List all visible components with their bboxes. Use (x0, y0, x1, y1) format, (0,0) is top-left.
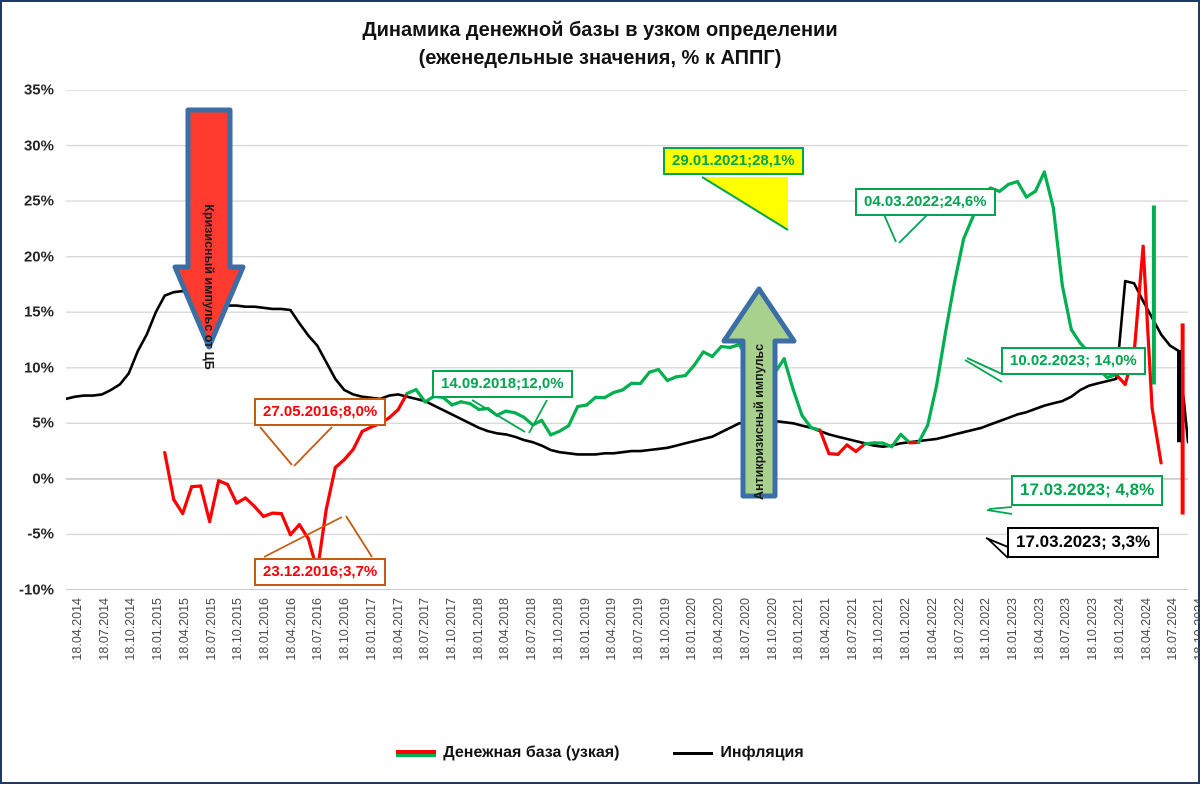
x-axis-tick-label: 18.01.2023 (1005, 598, 1019, 661)
callout-2018-09-14: 14.09.2018;12,0% (432, 370, 573, 398)
legend-item[interactable]: Денежная база (узкая) (396, 744, 619, 762)
x-axis-tick-label: 18.07.2020 (738, 598, 752, 661)
x-axis-tick-label: 18.10.2019 (658, 598, 672, 661)
y-axis-tick-label: 0% (2, 470, 54, 487)
x-axis-tick-label: 18.07.2023 (1058, 598, 1072, 661)
x-axis-tick-label: 18.04.2022 (925, 598, 939, 661)
x-axis-tick-label: 18.10.2017 (444, 598, 458, 661)
y-axis-tick-label: 10% (2, 359, 54, 376)
x-axis-tick-label: 18.10.2016 (337, 598, 351, 661)
x-axis-tick-label: 18.01.2022 (898, 598, 912, 661)
y-axis-tick-label: 35% (2, 82, 54, 99)
x-axis-tick-label: 18.01.2017 (364, 598, 378, 661)
x-axis-tick-label: 18.04.2020 (711, 598, 725, 661)
x-axis-tick-label: 18.04.2016 (284, 598, 298, 661)
legend-item[interactable]: Инфляция (673, 744, 803, 762)
x-axis-tick-label: 18.07.2015 (204, 598, 218, 661)
x-axis-tick-label: 18.04.2015 (177, 598, 191, 661)
x-axis-tick-label: 18.07.2024 (1165, 598, 1179, 661)
x-axis-tick-label: 18.01.2016 (257, 598, 271, 661)
x-axis-tick-label: 18.01.2020 (684, 598, 698, 661)
x-axis-tick-label: 18.04.2018 (497, 598, 511, 661)
x-axis-tick-label: 18.10.2020 (765, 598, 779, 661)
x-axis-tick-label: 18.07.2019 (631, 598, 645, 661)
legend: Денежная база (узкая) Инфляция (2, 744, 1198, 762)
x-axis-tick-label: 18.07.2014 (97, 598, 111, 661)
y-axis-tick-label: 5% (2, 415, 54, 432)
y-axis-tick-label: 25% (2, 193, 54, 210)
callout-2021-01-29: 29.01.2021;28,1% (663, 147, 804, 175)
chart-title: Динамика денежной базы в узком определен… (2, 16, 1198, 73)
x-axis-tick-label: 18.04.2014 (70, 598, 84, 661)
x-axis-tick-label: 18.01.2024 (1112, 598, 1126, 661)
x-axis-tick-label: 18.01.2019 (578, 598, 592, 661)
x-axis-tick-label: 18.07.2018 (524, 598, 538, 661)
y-axis-tick-label: 30% (2, 137, 54, 154)
x-axis-tick-label: 18.10.2015 (230, 598, 244, 661)
x-axis-tick-label: 18.10.2018 (551, 598, 565, 661)
x-axis: 18.04.2014 18.07.2014 18.10.2014 18.01.2015… (66, 590, 1188, 710)
x-axis-tick-label: 18.10.2024 (1192, 598, 1200, 661)
y-axis-tick-label: 20% (2, 248, 54, 265)
callout-2023-03-17-base: 17.03.2023; 4,8% (1011, 475, 1163, 506)
callout-2016-05-27: 27.05.2016;8,0% (254, 398, 386, 426)
x-axis-tick-label: 18.01.2018 (471, 598, 485, 661)
x-axis-tick-label: 18.04.2019 (604, 598, 618, 661)
callout-2023-03-17-inflation: 17.03.2023; 3,3% (1007, 527, 1159, 558)
legend-swatch (396, 750, 436, 757)
x-axis-tick-label: 18.07.2017 (417, 598, 431, 661)
y-axis-tick-label: -10% (2, 582, 54, 599)
callout-2016-12-23: 23.12.2016;3,7% (254, 558, 386, 586)
x-axis-tick-label: 18.04.2021 (818, 598, 832, 661)
x-axis-tick-label: 18.07.2021 (845, 598, 859, 661)
x-axis-tick-label: 18.04.2023 (1032, 598, 1046, 661)
plot-area: Кризисный импульс от ЦБ Антикризисный им… (66, 90, 1188, 590)
legend-swatch (673, 752, 713, 755)
x-axis-tick-label: 18.04.2017 (391, 598, 405, 661)
x-axis-tick-label: 18.10.2022 (978, 598, 992, 661)
y-axis-tick-label: 15% (2, 304, 54, 321)
legend-label: Денежная база (узкая) (443, 744, 619, 762)
x-axis-tick-label: 18.01.2015 (150, 598, 164, 661)
x-axis-tick-label: 18.04.2024 (1139, 598, 1153, 661)
x-axis-tick-label: 18.10.2021 (871, 598, 885, 661)
callout-2022-03-04: 04.03.2022;24,6% (855, 188, 996, 216)
y-axis-tick-label: -5% (2, 526, 54, 543)
x-axis-tick-label: 18.10.2023 (1085, 598, 1099, 661)
x-axis-tick-label: 18.01.2021 (791, 598, 805, 661)
x-axis-tick-label: 18.07.2016 (310, 598, 324, 661)
callout-2023-02-10: 10.02.2023; 14,0% (1001, 347, 1146, 375)
x-axis-tick-label: 18.07.2022 (952, 598, 966, 661)
legend-label: Инфляция (720, 744, 803, 762)
x-axis-tick-label: 18.10.2014 (123, 598, 137, 661)
